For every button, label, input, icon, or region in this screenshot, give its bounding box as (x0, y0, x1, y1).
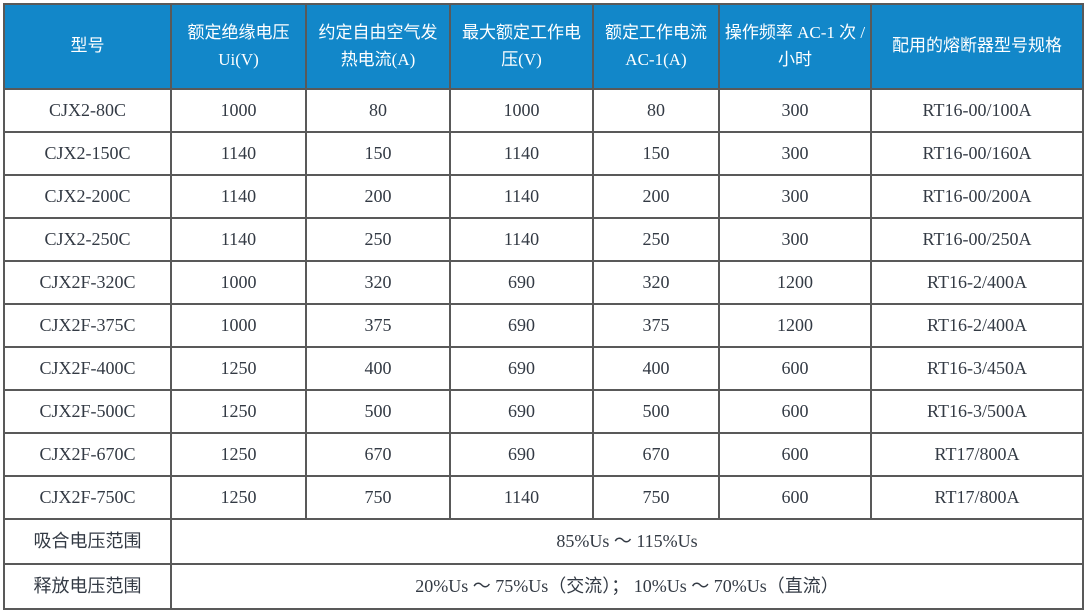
column-header-1: 额定绝缘电压 Ui(V) (170, 3, 307, 90)
value-cell: RT17/800A (870, 432, 1084, 477)
model-cell: CJX2F-500C (3, 389, 172, 434)
value-cell: 670 (592, 432, 720, 477)
value-cell: 500 (305, 389, 451, 434)
column-header-5: 操作频率 AC-1 次 / 小时 (718, 3, 872, 90)
value-cell: 1000 (170, 303, 307, 348)
value-cell: 300 (718, 131, 872, 176)
value-cell: RT16-2/400A (870, 260, 1084, 305)
model-cell: CJX2-200C (3, 174, 172, 219)
value-cell: 690 (449, 432, 594, 477)
value-cell: 1200 (718, 303, 872, 348)
value-cell: 1000 (170, 260, 307, 305)
value-cell: 1250 (170, 432, 307, 477)
value-cell: 200 (305, 174, 451, 219)
footer-row: 释放电压范围 20%Us ～ 75%Us（交流）； 10%Us ～ 70%Us（直… (3, 563, 1084, 610)
value-cell: RT17/800A (870, 475, 1084, 520)
value-cell: 80 (592, 88, 720, 133)
value-cell: 300 (718, 217, 872, 262)
value-cell: 320 (305, 260, 451, 305)
value-cell: RT16-00/250A (870, 217, 1084, 262)
value-cell: 375 (592, 303, 720, 348)
value-cell: 150 (592, 131, 720, 176)
value-cell: 400 (305, 346, 451, 391)
footer-label-cell: 释放电压范围 (3, 563, 172, 610)
column-header-6: 配用的熔断器型号规格 (870, 3, 1084, 90)
value-cell: 1000 (170, 88, 307, 133)
footer-row: 吸合电压范围 85%Us ～ 115%Us (3, 518, 1084, 565)
value-cell: RT16-00/200A (870, 174, 1084, 219)
model-cell: CJX2F-750C (3, 475, 172, 520)
value-cell: 300 (718, 174, 872, 219)
value-cell: 1140 (449, 131, 594, 176)
value-cell: 300 (718, 88, 872, 133)
value-cell: 690 (449, 260, 594, 305)
value-cell: 1140 (449, 475, 594, 520)
table-row: CJX2-150C 1140 150 1140 150 300 RT16-00/160A (3, 131, 1084, 176)
value-cell: 250 (305, 217, 451, 262)
table-row: CJX2F-750C 1250 750 1140 750 600 RT17/800A (3, 475, 1084, 520)
table-row: CJX2-200C 1140 200 1140 200 300 RT16-00/200A (3, 174, 1084, 219)
value-cell: 690 (449, 389, 594, 434)
model-cell: CJX2F-375C (3, 303, 172, 348)
value-cell: 375 (305, 303, 451, 348)
value-cell: 1140 (170, 217, 307, 262)
header-row: 型号 额定绝缘电压 Ui(V) 约定自由空气发热电流(A) 最大额定工作电压(V) 额定… (3, 3, 1084, 90)
table-row: CJX2F-320C 1000 320 690 320 1200 RT16-2/400A (3, 260, 1084, 305)
value-cell: RT16-2/400A (870, 303, 1084, 348)
value-cell: 1140 (170, 131, 307, 176)
value-cell: 750 (305, 475, 451, 520)
value-cell: 1200 (718, 260, 872, 305)
value-cell: RT16-00/160A (870, 131, 1084, 176)
value-cell: 1250 (170, 346, 307, 391)
table-row: CJX2-250C 1140 250 1140 250 300 RT16-00/250A (3, 217, 1084, 262)
value-cell: 600 (718, 389, 872, 434)
model-cell: CJX2F-670C (3, 432, 172, 477)
value-cell: 600 (718, 432, 872, 477)
value-cell: RT16-3/500A (870, 389, 1084, 434)
value-cell: 1250 (170, 389, 307, 434)
value-cell: RT16-00/100A (870, 88, 1084, 133)
value-cell: 1000 (449, 88, 594, 133)
spec-table: 型号 额定绝缘电压 Ui(V) 约定自由空气发热电流(A) 最大额定工作电压(V) 额定… (3, 3, 1084, 610)
value-cell: 1250 (170, 475, 307, 520)
table-row: CJX2F-500C 1250 500 690 500 600 RT16-3/500A (3, 389, 1084, 434)
column-header-0: 型号 (3, 3, 172, 90)
value-cell: 690 (449, 346, 594, 391)
footer-value-cell: 85%Us ～ 115%Us (170, 518, 1084, 565)
footer-label-cell: 吸合电压范围 (3, 518, 172, 565)
value-cell: 320 (592, 260, 720, 305)
column-header-4: 额定工作电流 AC-1(A) (592, 3, 720, 90)
model-cell: CJX2F-400C (3, 346, 172, 391)
model-cell: CJX2-80C (3, 88, 172, 133)
model-cell: CJX2-250C (3, 217, 172, 262)
table-row: CJX2F-670C 1250 670 690 670 600 RT17/800A (3, 432, 1084, 477)
table-row: CJX2F-375C 1000 375 690 375 1200 RT16-2/400A (3, 303, 1084, 348)
model-cell: CJX2F-320C (3, 260, 172, 305)
table-body: CJX2-80C 1000 80 1000 80 300 RT16-00/100A CJX2-… (3, 88, 1084, 610)
value-cell: 600 (718, 346, 872, 391)
value-cell: 670 (305, 432, 451, 477)
value-cell: 600 (718, 475, 872, 520)
column-header-3: 最大额定工作电压(V) (449, 3, 594, 90)
value-cell: 690 (449, 303, 594, 348)
value-cell: 1140 (449, 217, 594, 262)
value-cell: RT16-3/450A (870, 346, 1084, 391)
table-row: CJX2F-400C 1250 400 690 400 600 RT16-3/450A (3, 346, 1084, 391)
table-row: CJX2-80C 1000 80 1000 80 300 RT16-00/100A (3, 88, 1084, 133)
footer-value-cell: 20%Us ～ 75%Us（交流）； 10%Us ～ 70%Us（直流） (170, 563, 1084, 610)
value-cell: 400 (592, 346, 720, 391)
model-cell: CJX2-150C (3, 131, 172, 176)
value-cell: 1140 (449, 174, 594, 219)
value-cell: 1140 (170, 174, 307, 219)
value-cell: 200 (592, 174, 720, 219)
value-cell: 750 (592, 475, 720, 520)
value-cell: 80 (305, 88, 451, 133)
column-header-2: 约定自由空气发热电流(A) (305, 3, 451, 90)
value-cell: 250 (592, 217, 720, 262)
value-cell: 500 (592, 389, 720, 434)
value-cell: 150 (305, 131, 451, 176)
